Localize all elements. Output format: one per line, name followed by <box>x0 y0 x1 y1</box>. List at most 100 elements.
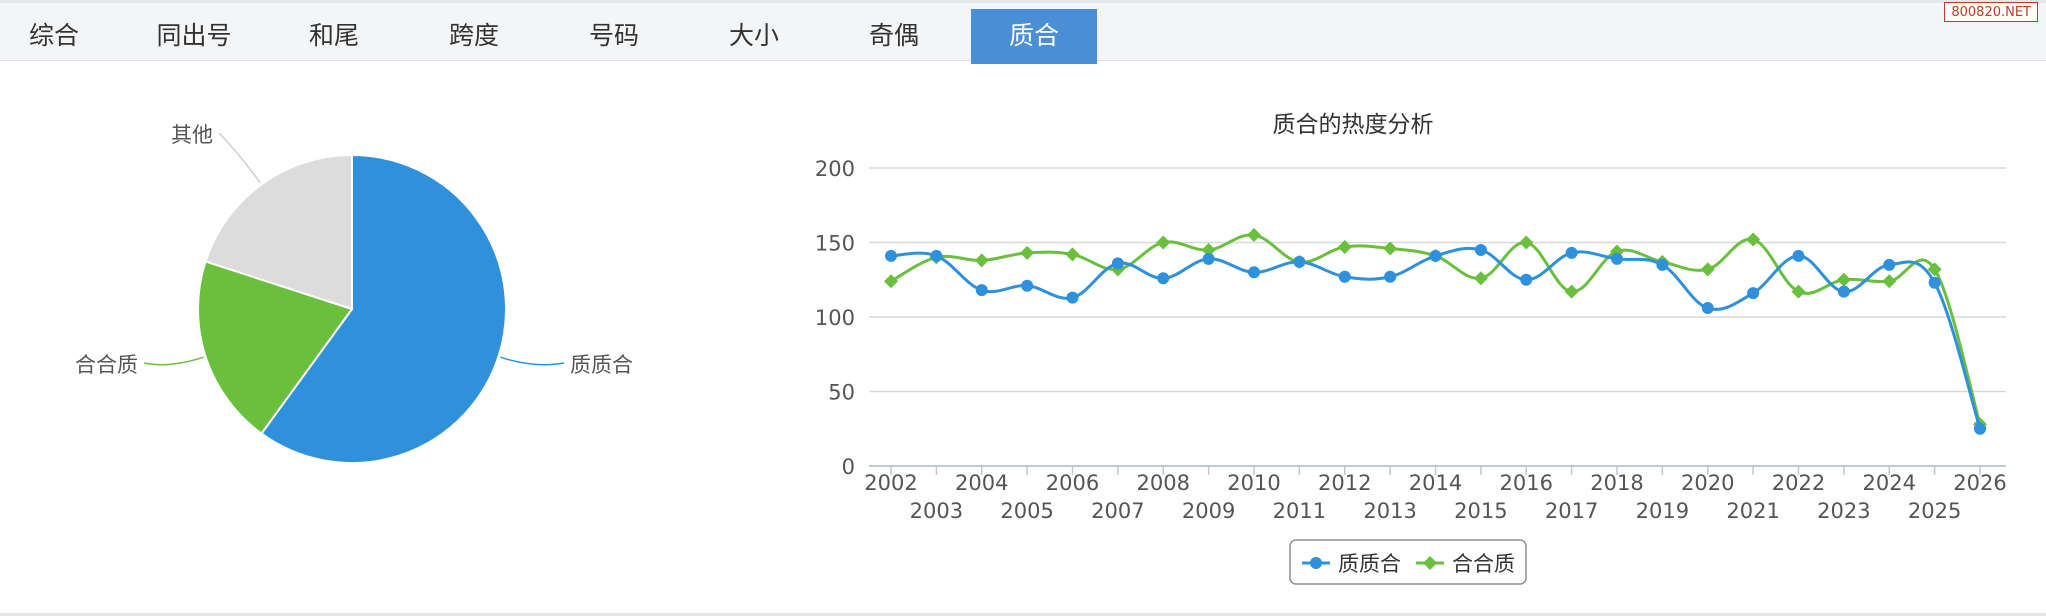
point-zhizhihe-2019[interactable] <box>1656 258 1669 271</box>
point-zhizhihe-2026[interactable] <box>1974 422 1986 435</box>
x-tick-label: 2004 <box>955 471 1008 495</box>
tab-zonghe[interactable]: 综合 <box>28 21 79 50</box>
point-hehezhi-2006[interactable] <box>1065 247 1080 262</box>
tab-daxiao[interactable]: 大小 <box>728 21 779 50</box>
tab-jiou[interactable]: 奇偶 <box>868 21 919 50</box>
point-hehezhi-2016[interactable] <box>1519 235 1534 250</box>
point-zhizhihe-2007[interactable] <box>1111 257 1124 270</box>
point-hehezhi-2008[interactable] <box>1156 235 1171 250</box>
point-zhizhihe-2012[interactable] <box>1338 270 1351 283</box>
legend-label-0: 质质合 <box>1338 552 1401 576</box>
point-zhizhihe-2020[interactable] <box>1701 302 1714 315</box>
point-zhizhihe-2025[interactable] <box>1928 276 1941 289</box>
x-tick-label: 2003 <box>910 499 963 523</box>
tab-bar: 综合 同出号 和尾 跨度 号码 大小 奇偶 质合 <box>0 0 2046 64</box>
x-tick-label: 2025 <box>1908 499 1961 523</box>
pie-connector-0 <box>500 356 565 366</box>
x-tick-label: 2017 <box>1545 499 1598 523</box>
point-hehezhi-2021[interactable] <box>1746 232 1761 247</box>
x-tick-label: 2012 <box>1318 471 1371 495</box>
x-tick-label: 2016 <box>1500 471 1553 495</box>
x-tick-label: 2010 <box>1227 471 1280 495</box>
point-zhizhihe-2011[interactable] <box>1293 255 1306 268</box>
legend-frame <box>1289 539 1527 585</box>
tab-haoma[interactable]: 号码 <box>588 21 639 50</box>
point-hehezhi-2020[interactable] <box>1700 262 1715 277</box>
point-zhizhihe-2014[interactable] <box>1429 249 1442 262</box>
pie-slice-2[interactable] <box>204 153 353 311</box>
pie-slice-0[interactable] <box>260 153 507 464</box>
legend-marker-0 <box>1310 557 1322 569</box>
point-hehezhi-2005[interactable] <box>1020 245 1035 260</box>
pie-slice-1[interactable] <box>197 260 354 435</box>
x-tick-label: 2022 <box>1772 471 1825 495</box>
point-zhizhihe-2009[interactable] <box>1202 252 1215 265</box>
legend-item-zhizhihe[interactable]: 质质合 <box>1302 552 1401 576</box>
point-zhizhihe-2017[interactable] <box>1565 246 1578 259</box>
point-zhizhihe-2002[interactable] <box>885 249 897 262</box>
point-hehezhi-2002[interactable] <box>884 274 898 289</box>
x-tick-label: 2002 <box>864 471 917 495</box>
pie-label-0: 质质合 <box>570 353 633 377</box>
x-tick-label: 2013 <box>1363 499 1416 523</box>
pie-chart: 质质合 合合质 其他 <box>75 123 633 464</box>
x-tick-label: 2019 <box>1636 499 1689 523</box>
point-zhizhihe-2021[interactable] <box>1747 287 1760 300</box>
y-tick-label: 150 <box>815 232 855 256</box>
x-tick-label: 2021 <box>1726 499 1779 523</box>
point-zhizhihe-2024[interactable] <box>1883 258 1896 271</box>
tab-hewei[interactable]: 和尾 <box>308 21 359 50</box>
point-zhizhihe-2005[interactable] <box>1021 279 1034 292</box>
tab-kuadu[interactable]: 跨度 <box>448 21 499 50</box>
x-tick-label: 2006 <box>1046 471 1099 495</box>
chart-title: 质合的热度分析 <box>1273 112 1434 138</box>
point-hehezhi-2025[interactable] <box>1927 262 1942 277</box>
point-hehezhi-2004[interactable] <box>974 253 989 268</box>
pie-label-1: 合合质 <box>75 353 138 377</box>
x-tick-label: 2008 <box>1137 471 1190 495</box>
point-hehezhi-2012[interactable] <box>1337 239 1352 254</box>
point-hehezhi-2009[interactable] <box>1201 242 1216 257</box>
point-zhizhihe-2023[interactable] <box>1837 285 1850 298</box>
point-hehezhi-2023[interactable] <box>1836 272 1851 287</box>
series-line-0 <box>890 246 1982 430</box>
y-tick-label: 200 <box>815 157 855 181</box>
site-watermark: 800820.NET <box>1944 2 2038 22</box>
x-tick-label: 2026 <box>1953 471 2006 495</box>
y-tick-label: 100 <box>815 306 855 330</box>
point-zhizhihe-2022[interactable] <box>1792 249 1805 262</box>
point-hehezhi-2010[interactable] <box>1247 228 1261 243</box>
x-tick-label: 2014 <box>1409 471 1462 495</box>
point-zhizhihe-2003[interactable] <box>930 249 943 262</box>
legend-marker-1 <box>1423 556 1437 570</box>
y-tick-label: 50 <box>828 381 855 405</box>
point-zhizhihe-2006[interactable] <box>1066 291 1079 304</box>
x-tick-label: 2018 <box>1590 471 1643 495</box>
x-tick-label: 2015 <box>1454 499 1507 523</box>
series-line-1 <box>890 233 1982 425</box>
point-hehezhi-2015[interactable] <box>1473 271 1488 286</box>
tab-tongchuhao[interactable]: 同出号 <box>156 21 232 50</box>
x-tick-label: 2023 <box>1817 499 1870 523</box>
point-hehezhi-2013[interactable] <box>1383 241 1398 256</box>
x-tick-label: 2009 <box>1182 499 1235 523</box>
point-zhizhihe-2008[interactable] <box>1157 272 1170 285</box>
point-hehezhi-2017[interactable] <box>1564 284 1579 299</box>
x-tick-label: 2007 <box>1091 499 1144 523</box>
pie-connector-1 <box>143 356 204 366</box>
point-zhizhihe-2016[interactable] <box>1520 273 1533 286</box>
point-zhizhihe-2010[interactable] <box>1248 266 1260 279</box>
point-hehezhi-2022[interactable] <box>1791 284 1806 299</box>
legend-item-hehezhi[interactable]: 合合质 <box>1416 552 1515 576</box>
point-zhizhihe-2018[interactable] <box>1611 252 1623 265</box>
chart-legend: 质质合 合合质 <box>1289 539 1527 585</box>
point-zhizhihe-2004[interactable] <box>975 284 988 297</box>
point-hehezhi-2024[interactable] <box>1882 274 1897 289</box>
pie-label-2: 其他 <box>171 123 213 147</box>
pie-connector-2 <box>218 132 261 184</box>
tab-zhihe[interactable]: 质合 <box>971 9 1097 64</box>
y-tick-label: 0 <box>842 455 855 479</box>
point-zhizhihe-2015[interactable] <box>1474 243 1487 256</box>
x-tick-label: 2020 <box>1681 471 1734 495</box>
point-zhizhihe-2013[interactable] <box>1384 270 1397 283</box>
